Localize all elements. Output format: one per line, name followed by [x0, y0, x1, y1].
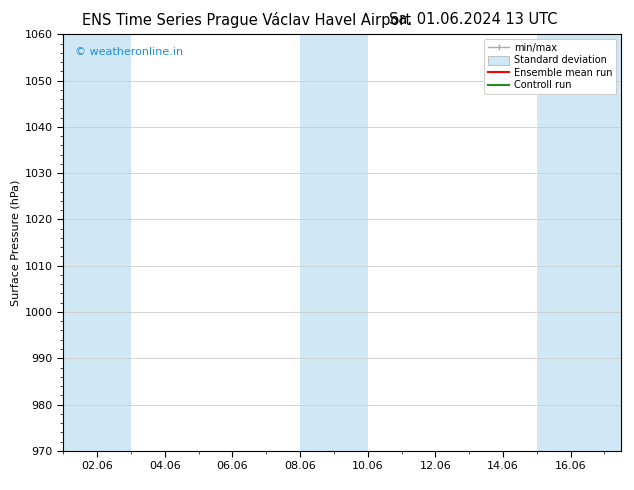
Text: Sa. 01.06.2024 13 UTC: Sa. 01.06.2024 13 UTC — [389, 12, 558, 27]
Text: © weatheronline.in: © weatheronline.in — [75, 47, 183, 57]
Y-axis label: Surface Pressure (hPa): Surface Pressure (hPa) — [11, 179, 21, 306]
Bar — [300, 34, 368, 451]
Text: ENS Time Series Prague Václav Havel Airport: ENS Time Series Prague Václav Havel Airp… — [82, 12, 411, 28]
Legend: min/max, Standard deviation, Ensemble mean run, Controll run: min/max, Standard deviation, Ensemble me… — [484, 39, 616, 94]
Bar — [537, 34, 621, 451]
Bar — [63, 34, 131, 451]
